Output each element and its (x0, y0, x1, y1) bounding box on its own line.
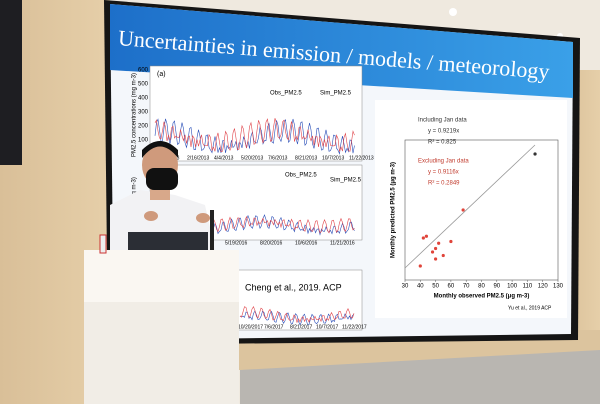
x-tick-label: 8/20/2016 (260, 240, 282, 246)
x-tick-label: 100 (507, 284, 518, 290)
legend: Obs_PM2.5 (270, 91, 302, 97)
point (441, 253, 445, 258)
x-tick-label: 10/7/2017 (316, 324, 338, 330)
x-tick-label: 11/22/2013 (349, 155, 374, 161)
speaker-hand (196, 213, 210, 223)
x-tick-label: 8/21/2013 (295, 155, 317, 161)
point (437, 241, 441, 245)
x-tick-label: 90 (493, 284, 500, 290)
x-tick-label: 120 (538, 284, 549, 290)
laptop (128, 232, 208, 252)
panel-c (234, 269, 363, 331)
y-tick-label: 400 (138, 96, 149, 102)
y-tick-label: 600 (138, 68, 149, 74)
scatter: 30 40 50 60 70 80 90 100 110 120 130 Monthly observ… (391, 118, 564, 300)
x-tick-label: 8/21/2017 (290, 324, 312, 330)
microphone (210, 210, 214, 252)
x-tick-label: 80 (478, 284, 485, 290)
legend: Sim_PM2.5 (330, 178, 362, 184)
water-bottle (99, 234, 107, 254)
x-axis-label: Monthly observed PM2.5 (μg m-3) (434, 294, 530, 300)
annotation: y = 0.9116x (428, 170, 459, 176)
point (418, 264, 422, 268)
x-tick-label: 10/6/2016 (295, 240, 317, 246)
y-axis-label: PM2.5 concentrations (mg m-3) (132, 73, 138, 157)
citation: Cheng et al., 2019. ACP (245, 282, 342, 292)
panel-a (149, 65, 363, 162)
ceiling-light (449, 8, 457, 16)
x-tick-label: 5/19/2016 (225, 240, 247, 246)
x-tick-label: 7/6/2013 (268, 155, 288, 161)
x-tick-label: 50 (432, 284, 439, 290)
annotation: R² = 0.825 (428, 140, 457, 146)
x-tick-label: 5/20/2013 (241, 155, 263, 161)
point (461, 208, 465, 212)
x-tick-label: 30 (402, 284, 409, 290)
panel-label: (a) (157, 71, 166, 78)
point (421, 236, 425, 240)
x-tick-label: 130 (553, 284, 564, 290)
trend-line (404, 144, 536, 269)
speaker-hand (144, 211, 158, 221)
legend: Sim_PM2.5 (320, 91, 352, 97)
x-tick-label: 4/4/2013 (214, 155, 234, 161)
speaker-mask (146, 168, 178, 190)
podium-top (84, 250, 239, 302)
x-tick-label: 70 (463, 284, 470, 290)
floor (240, 350, 600, 404)
point (430, 250, 435, 254)
series-line (154, 118, 355, 155)
y-tick-label: 300 (138, 110, 149, 116)
x-tick-label: 10/20/2017 (238, 324, 263, 330)
y-tick-label: 100 (138, 138, 149, 144)
scatter-panel (375, 100, 567, 318)
x-tick-label: 40 (417, 284, 424, 290)
time-series: 60050040030020010001/1/20132/16/20134/4/… (138, 68, 374, 331)
annotation: Excluding Jan data (418, 159, 469, 165)
x-tick-label: 11/21/2016 (330, 240, 355, 246)
x-tick-label: 110 (523, 284, 533, 290)
point (424, 234, 429, 238)
series-line (239, 306, 355, 324)
point (434, 257, 438, 261)
x-tick-label: 11/22/2017 (342, 324, 367, 330)
point (434, 246, 438, 251)
citation: Yu et al., 2019 ACP (508, 305, 552, 311)
series-line (154, 118, 355, 152)
x-tick-label: 60 (448, 284, 455, 290)
side-display (0, 0, 22, 165)
point (449, 239, 453, 244)
speaker-hair (142, 141, 178, 158)
x-tick-label: 2/16/2013 (187, 155, 209, 161)
y-tick-label: 500 (138, 82, 149, 88)
point (533, 152, 537, 156)
x-tick-label: 7/6/2017 (264, 324, 284, 330)
annotation: Including Jan data (418, 118, 467, 124)
x-tick-label: 10/7/2013 (322, 155, 344, 161)
y-axis-label: Monthly predicted PM2.5 (μg m-3) (391, 162, 397, 258)
y-tick-label: 200 (138, 124, 149, 130)
annotation: y = 0.9219x (428, 129, 459, 135)
legend: Obs_PM2.5 (285, 173, 317, 179)
annotation: R² = 0.2849 (428, 181, 460, 187)
